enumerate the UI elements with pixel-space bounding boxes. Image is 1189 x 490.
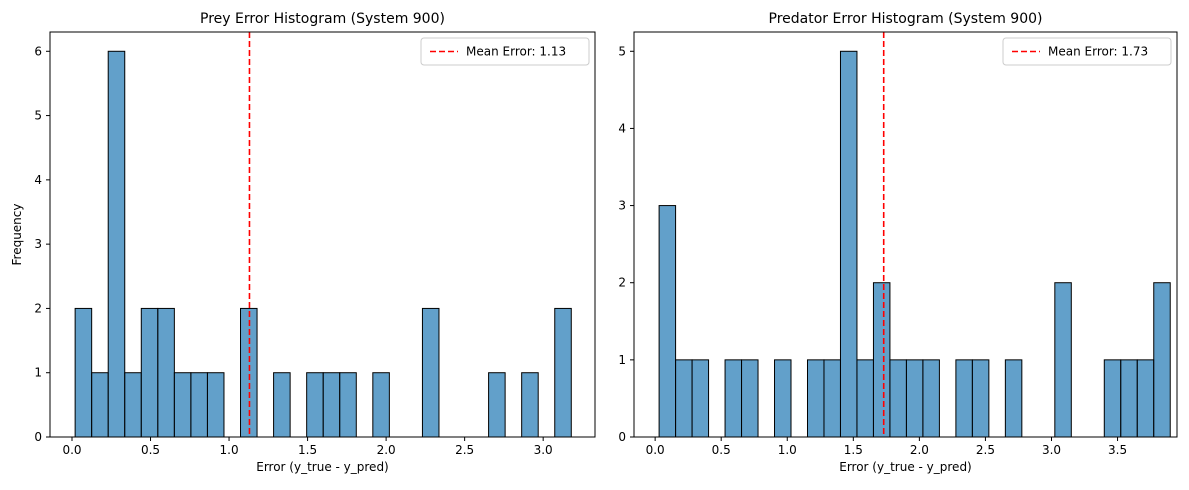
y-tick-label: 5 <box>618 44 626 58</box>
y-tick-label: 3 <box>34 237 42 251</box>
plot-frame <box>49 31 596 438</box>
histogram-bar <box>675 359 693 438</box>
x-axis-label: Error (y_true - y_pred) <box>256 460 389 474</box>
histogram-bar <box>306 372 324 438</box>
histogram-bar <box>856 359 874 438</box>
histogram-bar <box>1120 359 1138 438</box>
histogram-bar <box>1004 359 1023 438</box>
histogram-bar <box>658 205 677 438</box>
y-tick-label: 6 <box>34 44 42 58</box>
histogram-bar <box>839 50 858 438</box>
legend-label: Mean Error: 1.73 <box>1048 45 1148 59</box>
legend: Mean Error: 1.73 <box>1002 37 1172 66</box>
histogram-bar <box>691 359 710 438</box>
y-tick-label: 4 <box>34 173 42 187</box>
x-tick-label: 3.0 <box>1042 443 1061 457</box>
histogram-bar <box>724 359 743 438</box>
x-axis-label: Error (y_true - y_pred) <box>839 460 972 474</box>
histogram-bar <box>488 372 506 438</box>
x-tick-label: 1.5 <box>844 443 863 457</box>
histogram-bar <box>1153 282 1171 438</box>
x-tick-label: 2.5 <box>455 443 474 457</box>
y-tick-label: 4 <box>618 121 626 135</box>
histogram-bar <box>889 359 907 438</box>
histogram-bar <box>240 307 258 438</box>
histogram-bar <box>905 359 924 438</box>
histogram-bar <box>91 372 109 438</box>
histogram-bar <box>372 372 390 438</box>
y-tick-label: 3 <box>618 199 626 213</box>
y-axis-label: Frequency <box>10 204 24 266</box>
y-tick-label: 0 <box>618 430 626 444</box>
histogram-bar <box>206 372 225 438</box>
histogram-bar <box>971 359 990 438</box>
x-tick-label: 2.0 <box>377 443 396 457</box>
legend-label: Mean Error: 1.13 <box>466 45 566 59</box>
histogram-bar <box>273 372 291 438</box>
legend: Mean Error: 1.13 <box>420 37 590 66</box>
histogram-bar <box>190 372 208 438</box>
histogram-bar <box>322 372 341 438</box>
y-tick-label: 0 <box>34 430 42 444</box>
x-tick-label: 1.0 <box>220 443 239 457</box>
x-tick-label: 0.5 <box>712 443 731 457</box>
x-tick-label: 3.5 <box>1108 443 1127 457</box>
histogram-bar <box>955 359 973 438</box>
x-tick-label: 0.0 <box>646 443 665 457</box>
plot-frame <box>633 31 1178 438</box>
histogram-bar <box>107 50 126 438</box>
y-tick-label: 2 <box>618 276 626 290</box>
y-tick-label: 2 <box>34 301 42 315</box>
y-tick-label: 5 <box>34 109 42 123</box>
x-tick-label: 1.5 <box>298 443 317 457</box>
histogram-bar <box>74 307 93 438</box>
x-tick-label: 0.0 <box>62 443 81 457</box>
histogram-bar <box>521 372 539 438</box>
histogram-bar <box>554 307 572 438</box>
histogram-bar <box>124 372 142 438</box>
histogram-bar <box>157 307 175 438</box>
y-tick-label: 1 <box>618 353 626 367</box>
x-tick-label: 2.5 <box>976 443 995 457</box>
prey-error-histogram: 0.0 0.5 1.0 1.5 2.0 2.5 3.0 0 1 2 3 4 5 6 Prey Error H… <box>10 11 596 474</box>
histogram-bar <box>1136 359 1155 438</box>
histogram-bar <box>1103 359 1122 438</box>
histogram-bar <box>339 372 357 438</box>
histogram-bar <box>140 307 159 438</box>
y-tick-label: 1 <box>34 366 42 380</box>
predator-error-histogram: 0.0 0.5 1.0 1.5 2.0 2.5 3.0 3.5 0 1 2 3 4 5 Predator E… <box>618 11 1178 474</box>
legend-box <box>420 37 590 66</box>
histogram-bar <box>421 307 440 438</box>
histogram-bar <box>173 372 192 438</box>
histogram-bar <box>1054 282 1072 438</box>
x-tick-label: 0.5 <box>141 443 160 457</box>
histogram-bar <box>922 359 940 438</box>
histogram-bar <box>872 282 891 438</box>
chart-title: Predator Error Histogram (System 900) <box>769 11 1043 27</box>
x-tick-label: 2.0 <box>910 443 929 457</box>
histogram-bar <box>774 359 792 438</box>
histogram-bar <box>806 359 825 438</box>
x-tick-label: 1.0 <box>778 443 797 457</box>
chart-title: Prey Error Histogram (System 900) <box>200 11 445 27</box>
histogram-bar <box>741 359 759 438</box>
x-tick-label: 3.0 <box>534 443 553 457</box>
legend-box <box>1002 37 1172 66</box>
histogram-bar <box>823 359 841 438</box>
